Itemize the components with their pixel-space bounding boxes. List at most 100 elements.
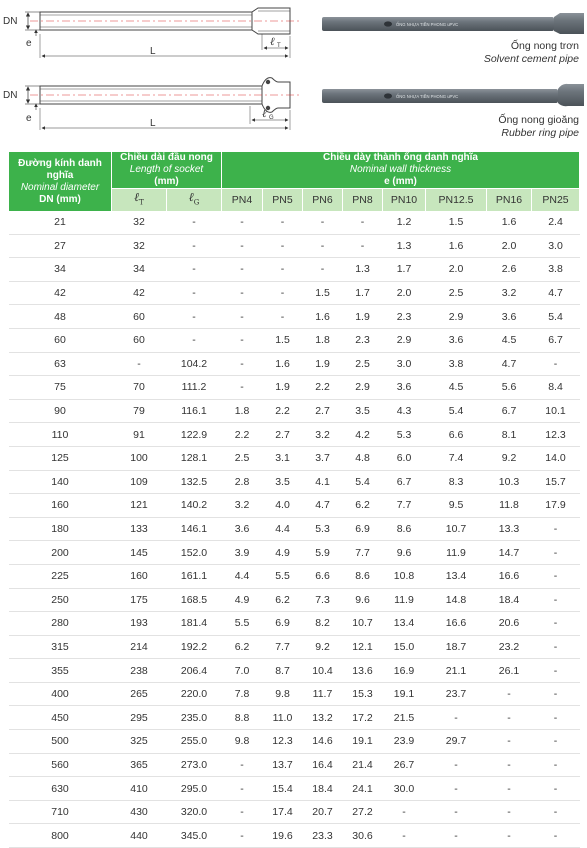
table-row: 225 160 161.1 4.4 5.5 6.6 8.6 10.8 13.4 16.6-	[8, 564, 580, 589]
table-cell: -	[531, 540, 580, 565]
table-cell: 70	[111, 375, 167, 400]
table-cell: 265	[111, 682, 167, 707]
table-cell: 192.2	[166, 635, 222, 660]
table-cell: -	[262, 257, 303, 282]
table-cell: 13.7	[262, 753, 303, 778]
table-cell: 4.4	[262, 517, 303, 542]
dn-cell: 21	[8, 211, 112, 235]
table-cell: 2.5	[425, 281, 487, 306]
table-cell: 7.7	[382, 493, 426, 518]
table-cell: 325	[111, 729, 167, 754]
table-cell: -	[166, 328, 222, 353]
table-cell: 320.0	[166, 800, 222, 825]
table-cell: 295.0	[166, 776, 222, 801]
table-cell: 20.6	[486, 611, 532, 636]
table-cell: -	[486, 776, 532, 801]
dn-cell: 140	[8, 470, 112, 495]
table-cell: 235.0	[166, 705, 222, 731]
table-cell: 220.0	[166, 682, 222, 707]
table-cell: -	[531, 635, 580, 660]
table-cell: 1.5	[425, 211, 487, 235]
table-cell: 18.4	[302, 776, 343, 801]
table-cell: 6.7	[531, 328, 580, 353]
table-cell: 15.0	[382, 635, 426, 660]
dn-cell: 160	[8, 493, 112, 518]
table-cell: 6.6	[425, 422, 487, 447]
table-cell: 3.2	[486, 281, 532, 306]
table-row: 200 145 152.0 3.9 4.9 5.9 7.7 9.6 11.9 14.7-	[8, 540, 580, 565]
dn-cell: 200	[8, 540, 112, 565]
dn-cell: 800	[8, 823, 112, 848]
table-cell: 4.7	[486, 352, 532, 377]
table-cell: -	[262, 281, 303, 306]
table-cell: 2.4	[531, 211, 580, 235]
table-cell: -	[531, 753, 580, 778]
table-cell: 2.9	[382, 328, 426, 353]
table-cell: 3.0	[531, 234, 580, 259]
table-cell: 10.8	[382, 564, 426, 589]
table-cell: 1.5	[302, 281, 343, 306]
table-cell: 91	[111, 422, 167, 447]
table-cell: -	[262, 304, 303, 329]
table-cell: 4.2	[342, 422, 383, 447]
dn-cell: 48	[8, 304, 112, 329]
pn-header: PN25	[531, 188, 580, 211]
table-cell: -	[221, 375, 263, 400]
table-cell: 5.5	[221, 611, 263, 636]
table-cell: -	[531, 729, 580, 754]
table-cell: 255.0	[166, 729, 222, 754]
table-cell: -	[531, 823, 580, 848]
solvent-pipe-photo: ỐNG NHỰA TIỀN PHONG uPVC	[322, 13, 584, 34]
table-cell: 6.2	[262, 588, 303, 613]
table-row: 400 265 220.0 7.8 9.8 11.7 15.3 19.1 23.7- -	[8, 682, 580, 707]
table-cell: 3.1	[262, 446, 303, 471]
table-cell: 21.1	[425, 658, 487, 683]
table-cell: 14.0	[531, 446, 580, 471]
table-cell: 132.5	[166, 470, 222, 495]
table-cell: 5.5	[262, 564, 303, 589]
table-cell: 2.7	[262, 422, 303, 447]
table-cell: 10.1	[531, 399, 580, 424]
dn-cell: 450	[8, 705, 112, 731]
table-row: 450 295 235.0 8.8 11.0 13.2 17.2 21.5- - -	[8, 705, 580, 731]
table-cell: 193	[111, 611, 167, 636]
table-cell: 18.7	[425, 635, 487, 660]
table-cell: 18.4	[486, 588, 532, 613]
table-cell: -	[382, 823, 426, 848]
table-cell: 14.6	[302, 729, 343, 754]
table-cell: 11.8	[486, 493, 532, 518]
table-cell: 6.7	[382, 470, 426, 495]
solvent-pipe-caption: Ống nong trơn Solvent cement pipe	[484, 40, 579, 66]
table-cell: 11.7	[302, 682, 343, 707]
table-cell: -	[166, 211, 222, 235]
table-cell: 2.2	[262, 399, 303, 424]
table-cell: 5.4	[425, 399, 487, 424]
table-row: 63-104.2-1.6 1.9 2.5 3.0 3.8 4.7-	[8, 352, 580, 377]
pn-header: PN4	[221, 188, 263, 211]
table-row: 34 34- - - -1.3 1.7 2.0 2.6 3.8	[8, 257, 580, 282]
table-cell: -	[486, 800, 532, 825]
table-cell: 1.6	[262, 352, 303, 377]
caption-vi: Ống nong trơn	[510, 40, 579, 52]
pn-header: PN12.5	[425, 188, 487, 211]
table-cell: -	[221, 753, 263, 778]
table-cell: -	[486, 729, 532, 754]
table-cell: -	[166, 304, 222, 329]
table-cell: -	[166, 281, 222, 306]
table-cell: 121	[111, 493, 167, 518]
table-cell: 181.4	[166, 611, 222, 636]
table-cell: 8.1	[486, 422, 532, 447]
table-cell: 13.4	[425, 564, 487, 589]
table-cell: -	[425, 776, 487, 801]
table-cell: 12.1	[342, 635, 383, 660]
e-label: e	[26, 113, 32, 124]
table-cell: 17.2	[342, 705, 383, 731]
table-cell: 1.2	[382, 211, 426, 235]
table-cell: 2.6	[486, 257, 532, 282]
table-cell: 26.1	[486, 658, 532, 683]
table-row: 800 440 345.0-19.6 23.3 30.6- - - -	[8, 823, 580, 848]
caption-vi: Ống nong gioăng	[498, 114, 579, 126]
socket-length-header: Chiều dài đầu nong Length of socket (mm)	[111, 152, 222, 189]
table-row: 125 100 128.1 2.5 3.1 3.7 4.8 6.0 7.4 9.2 14.0	[8, 446, 580, 471]
dn-cell: 315	[8, 635, 112, 660]
